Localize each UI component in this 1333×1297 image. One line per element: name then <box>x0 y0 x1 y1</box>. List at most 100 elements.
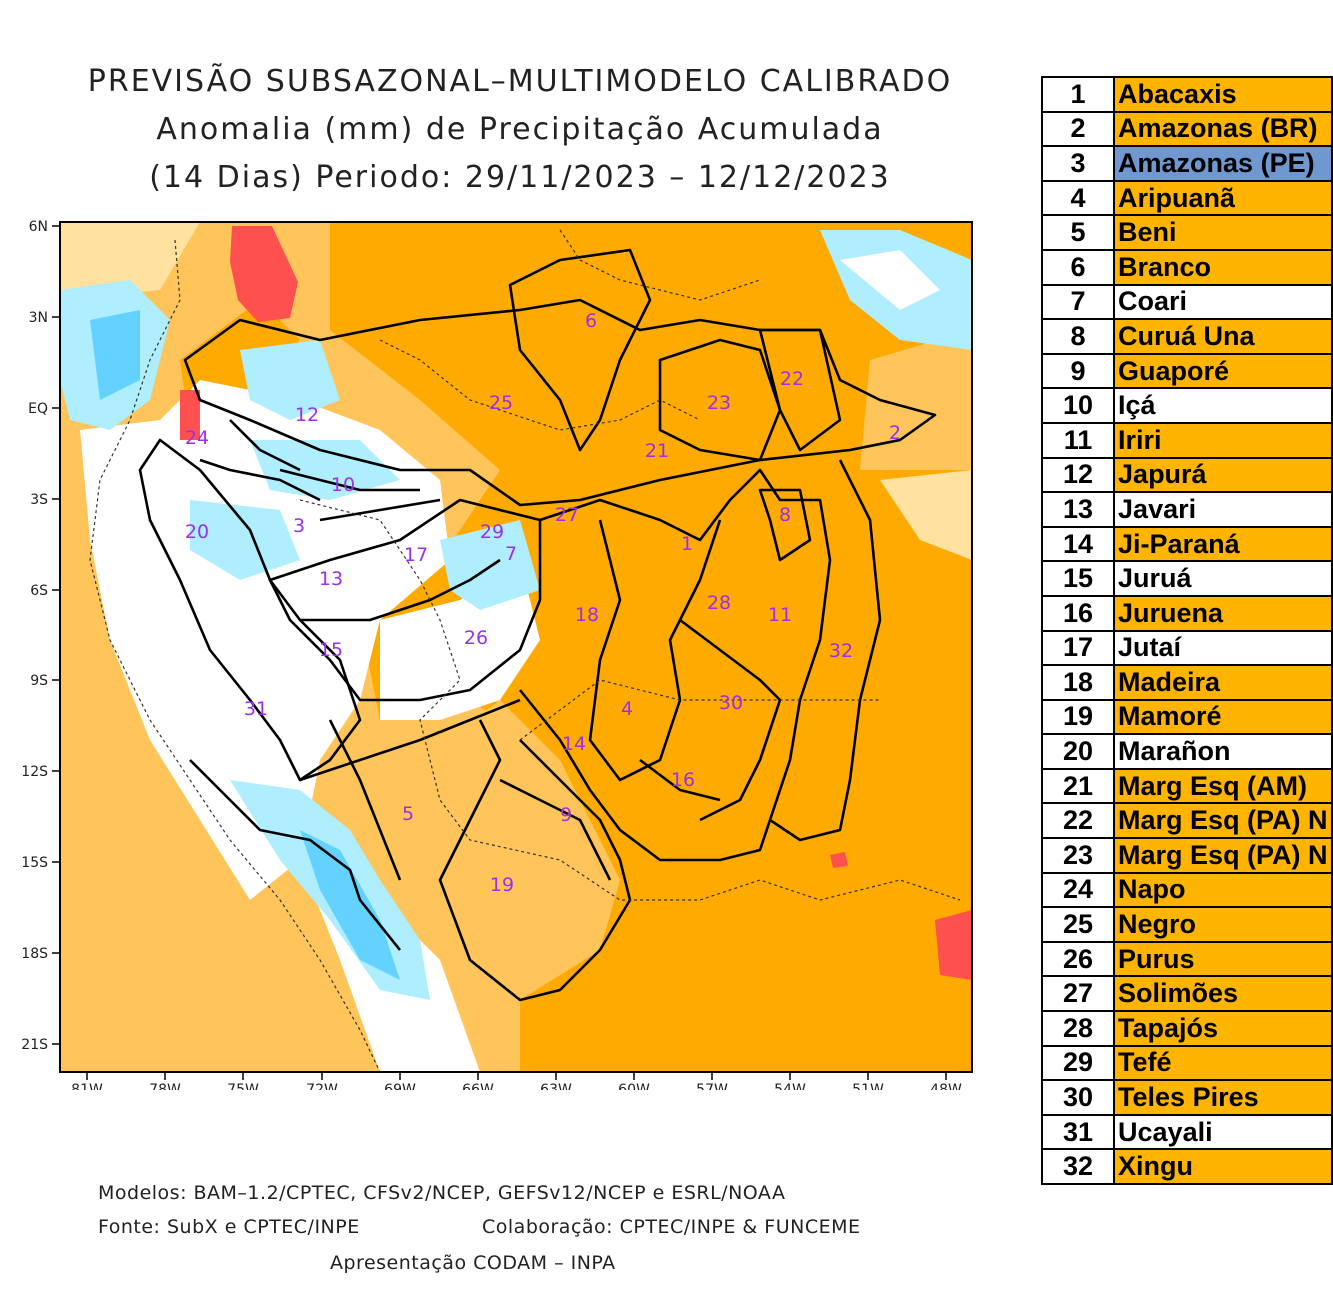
map-panel: PREVISÃO SUBSAZONAL–MULTIMODELO CALIBRAD… <box>21 64 973 1274</box>
basin-number-label: 30 <box>719 692 743 714</box>
field-red-southeast <box>935 910 972 980</box>
basin-number-label: 5 <box>402 803 414 825</box>
basin-table-row: 19 Mamoré <box>1040 698 1333 736</box>
basin-number-label: 29 <box>480 521 504 543</box>
basin-name-cell: Içá <box>1113 387 1333 424</box>
basin-number-label: 6 <box>585 310 597 332</box>
basin-number-label: 8 <box>779 504 791 526</box>
basin-outline-curua-una <box>758 488 812 562</box>
basin-table-row: 14 Ji-Paraná <box>1040 525 1333 563</box>
basin-number-label: 21 <box>645 440 669 462</box>
lon-tick-label: 48W <box>930 1082 962 1090</box>
basin-table-row: 7 Coari <box>1040 283 1333 321</box>
lon-tick-label: 63W <box>540 1082 572 1090</box>
basin-name-cell: Ucayali <box>1113 1113 1333 1151</box>
field-blue-peru-south-deep <box>300 830 400 980</box>
basin-number-label: 18 <box>575 604 599 626</box>
basin-number-cell: 7 <box>1040 283 1116 321</box>
field-orange-25 <box>330 222 972 1072</box>
basin-name-cell: Mamoré <box>1113 698 1333 736</box>
longitude-axis: 81W 78W 75W 72W 69W 66W 63W 60W 57W 54W 51W 48W <box>71 1072 962 1090</box>
basin-table-row: 26 Purus <box>1040 940 1333 978</box>
basin-number-cell: 16 <box>1040 594 1116 632</box>
basin-number-label: 13 <box>319 568 343 590</box>
lon-tick-label: 54W <box>774 1082 806 1090</box>
basin-number-cell: 22 <box>1040 802 1116 840</box>
basin-table-row: 5 Beni <box>1040 214 1333 251</box>
map-frame <box>59 221 973 1073</box>
lon-tick-label: 60W <box>618 1082 650 1090</box>
field-blue-north <box>240 340 340 420</box>
basin-number-label: 10 <box>331 474 355 496</box>
basin-name-cell: Ji-Paraná <box>1113 525 1333 563</box>
basin-number-label: 15 <box>319 639 343 661</box>
border-north <box>379 229 761 431</box>
basin-number-label: 12 <box>295 404 319 426</box>
basin-number-cell: 20 <box>1040 733 1116 770</box>
basin-number-cell: 4 <box>1040 179 1116 217</box>
basin-name-cell: Tapajós <box>1113 1010 1333 1047</box>
basin-name-cell: Marañon <box>1113 733 1333 770</box>
basin-legend-table: 1 Abacaxis 2 Amazonas (BR) 3 Amazonas (PE) 4 Ar… <box>1040 76 1333 1185</box>
basin-boundaries <box>138 248 937 1002</box>
basin-name-cell: Marg Esq (AM) <box>1113 767 1333 805</box>
basin-table-row: 25 Negro <box>1040 906 1333 943</box>
basin-number-cell: 1 <box>1040 76 1116 113</box>
basin-number-label: 19 <box>490 874 514 896</box>
basin-name-cell: Madeira <box>1113 664 1333 701</box>
lon-tick-label: 72W <box>306 1082 338 1090</box>
basin-name-cell: Beni <box>1113 214 1333 251</box>
basin-name-cell: Abacaxis <box>1113 76 1333 113</box>
basin-number-cell: 17 <box>1040 629 1116 667</box>
basin-number-cell: 28 <box>1040 1010 1116 1047</box>
basin-table-row: 8 Curuá Una <box>1040 318 1333 355</box>
basin-number-label: 23 <box>707 392 731 414</box>
lat-tick-label: 3S <box>30 492 48 508</box>
basin-number-label: 24 <box>185 427 209 449</box>
credit-collaboration: Colaboração: CPTEC/INPE & FUNCEME <box>482 1216 861 1238</box>
basin-name-cell: Negro <box>1113 906 1333 943</box>
basin-name-cell: Marg Esq (PA) N <box>1113 837 1333 874</box>
basin-number-cell: 30 <box>1040 1079 1116 1116</box>
field-light-nw-corner <box>60 222 200 300</box>
basin-number-cell: 12 <box>1040 456 1116 494</box>
field-light-patch-1 <box>440 700 620 1000</box>
basin-number-label: 2 <box>889 422 901 444</box>
basin-name-cell: Xingu <box>1113 1148 1333 1185</box>
basin-outline-xingu <box>769 459 882 842</box>
basin-table-row: 10 Içá <box>1040 387 1333 424</box>
basin-outline-maranon <box>138 438 362 782</box>
basin-table-row: 3 Amazonas (PE) <box>1040 145 1333 182</box>
field-blue-coari <box>440 520 540 610</box>
basin-number-label: 16 <box>671 769 695 791</box>
basin-number-label: 32 <box>829 640 853 662</box>
basin-table-row: 12 Japurá <box>1040 456 1333 494</box>
basin-name-cell: Coari <box>1113 283 1333 321</box>
basin-number-cell: 14 <box>1040 525 1116 563</box>
basin-name-cell: Amazonas (PE) <box>1113 145 1333 182</box>
credit-source: Fonte: SubX e CPTEC/INPE <box>98 1216 360 1238</box>
field-red-north <box>230 226 298 322</box>
basin-name-cell: Aripuanã <box>1113 179 1333 217</box>
basin-table-row: 1 Abacaxis <box>1040 76 1333 113</box>
field-blue-ecuador <box>190 500 300 580</box>
lat-tick-label: 3N <box>29 310 48 326</box>
basin-number-cell: 9 <box>1040 352 1116 390</box>
basin-number-cell: 25 <box>1040 906 1116 943</box>
basin-number-label: 7 <box>505 543 517 565</box>
basin-table-row: 18 Madeira <box>1040 664 1333 701</box>
basin-name-cell: Teles Pires <box>1113 1079 1333 1116</box>
basin-outline-jurua <box>268 498 542 702</box>
basin-number-label: 20 <box>185 521 209 543</box>
basin-number-cell: 3 <box>1040 145 1116 182</box>
basin-name-cell: Branco <box>1113 248 1333 286</box>
basin-number-cell: 10 <box>1040 387 1116 424</box>
basin-number-cell: 24 <box>1040 871 1116 909</box>
lat-tick-label: 21S <box>21 1037 48 1053</box>
field-red-spot <box>830 852 848 868</box>
credit-models: Modelos: BAM–1.2/CPTEC, CFSv2/NCEP, GEFS… <box>98 1182 786 1204</box>
basin-number-label: 28 <box>707 592 731 614</box>
lat-tick-label: 12S <box>21 764 48 780</box>
basin-name-cell: Juruá <box>1113 560 1333 597</box>
field-white-west <box>80 380 450 900</box>
